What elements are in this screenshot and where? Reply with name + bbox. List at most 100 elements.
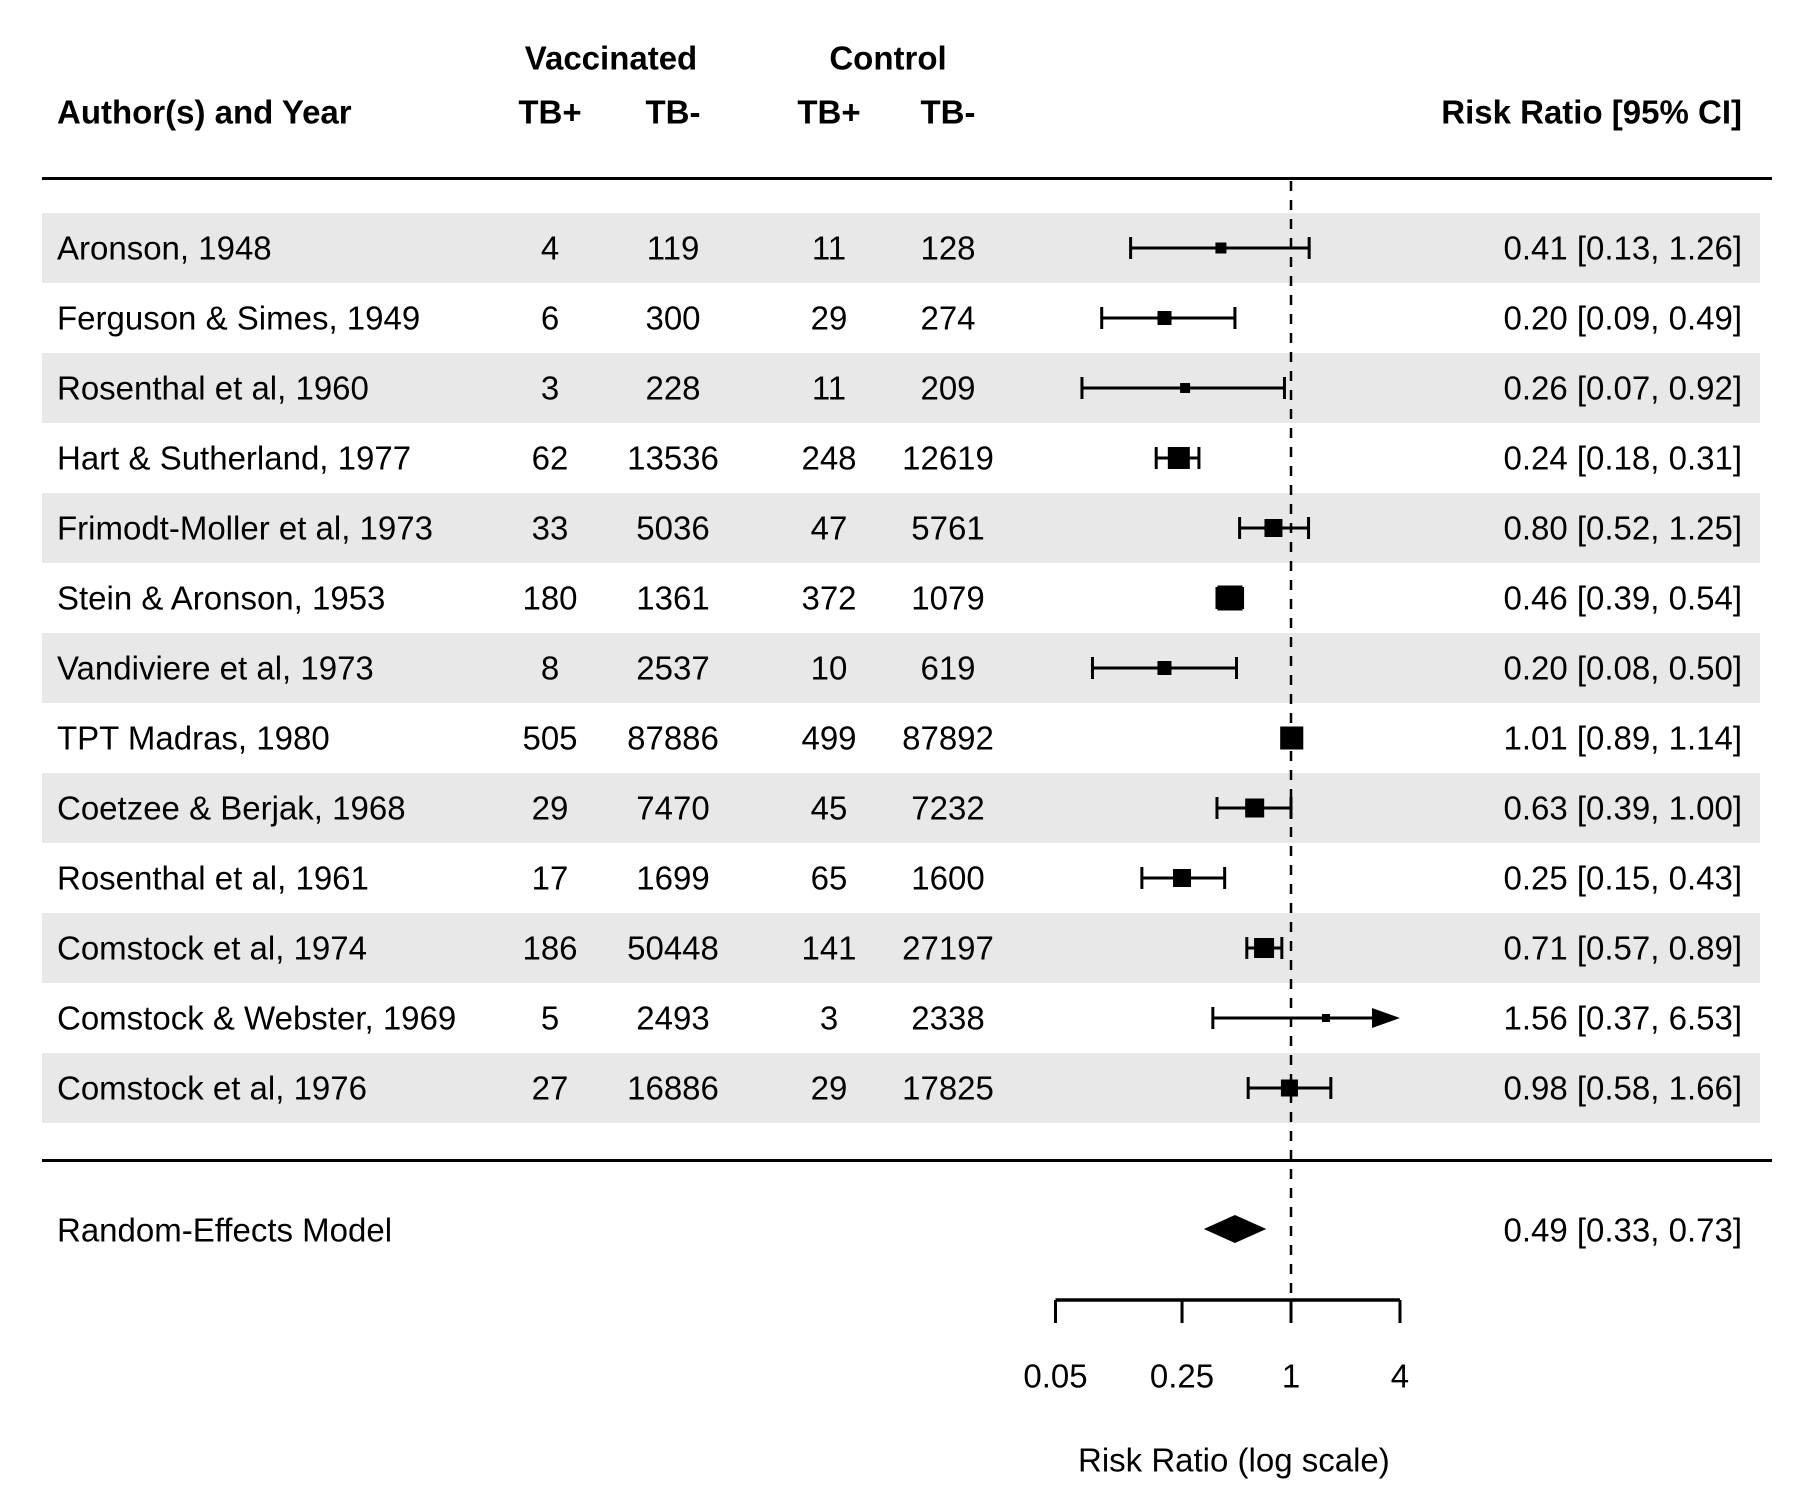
study-author-label: Stein & Aronson, 1953 [57, 579, 386, 617]
study-ci-label: 0.46 [0.39, 0.54] [1503, 579, 1742, 617]
summary-ci-label: 0.49 [0.33, 0.73] [1503, 1211, 1742, 1249]
study-count-cell: 186 [522, 929, 578, 967]
row-band [42, 493, 1760, 563]
study-author-label: Comstock et al, 1976 [57, 1069, 367, 1107]
study-count-cell: 16886 [627, 1069, 719, 1107]
risk-ratio-column-header: Risk Ratio [95% CI] [1441, 93, 1742, 131]
study-count-cell: 3 [819, 999, 839, 1037]
study-ci-label: 0.24 [0.18, 0.31] [1503, 439, 1742, 477]
study-count-cell: 209 [920, 369, 976, 407]
study-count-cell: 45 [810, 789, 848, 827]
row-band [42, 633, 1760, 703]
summary-diamond [1203, 1215, 1267, 1243]
study-count-cell: 27197 [902, 929, 994, 967]
study-count-cell: 12619 [902, 439, 994, 477]
study-count-cell: 10 [810, 649, 848, 687]
study-count-cell: 2493 [636, 999, 710, 1037]
estimate-square [1180, 383, 1191, 393]
study-count-cell: 300 [645, 299, 701, 337]
study-ci-label: 0.63 [0.39, 1.00] [1503, 789, 1742, 827]
study-count-cell: 505 [522, 719, 578, 757]
control-tb-positive-header: TB+ [797, 93, 861, 131]
study-count-cell: 5761 [911, 509, 985, 547]
study-count-cell: 1699 [636, 859, 710, 897]
study-author-label: Aronson, 1948 [57, 229, 272, 267]
study-count-cell: 7232 [911, 789, 985, 827]
estimate-square [1157, 661, 1172, 675]
estimate-square [1280, 1079, 1298, 1097]
header-rule [42, 177, 1772, 180]
study-count-cell: 13536 [627, 439, 719, 477]
study-ci-label: 1.56 [0.37, 6.53] [1503, 999, 1742, 1037]
study-author-label: TPT Madras, 1980 [57, 719, 330, 757]
study-count-cell: 33 [531, 509, 569, 547]
study-author-label: Rosenthal et al, 1961 [57, 859, 369, 897]
estimate-square [1254, 938, 1275, 958]
estimate-square [1167, 447, 1190, 469]
study-author-label: Comstock & Webster, 1969 [57, 999, 457, 1037]
row-band [42, 913, 1760, 983]
x-axis-title: Risk Ratio (log scale) [1078, 1441, 1390, 1479]
study-count-cell: 499 [801, 719, 857, 757]
study-count-cell: 17825 [902, 1069, 994, 1107]
study-count-cell: 141 [801, 929, 857, 967]
estimate-square [1157, 311, 1172, 325]
study-count-cell: 62 [531, 439, 569, 477]
author-column-header: Author(s) and Year [57, 93, 352, 131]
x-axis-tick-label: 4 [1390, 1357, 1410, 1395]
study-author-label: Ferguson & Simes, 1949 [57, 299, 421, 337]
study-count-cell: 619 [920, 649, 976, 687]
study-ci-label: 0.20 [0.08, 0.50] [1503, 649, 1742, 687]
study-count-cell: 228 [645, 369, 701, 407]
study-author-label: Coetzee & Berjak, 1968 [57, 789, 406, 827]
study-count-cell: 29 [810, 299, 848, 337]
row-band [42, 1053, 1760, 1123]
estimate-square [1217, 585, 1243, 611]
study-ci-label: 0.80 [0.52, 1.25] [1503, 509, 1742, 547]
study-count-cell: 5 [540, 999, 560, 1037]
study-count-cell: 65 [810, 859, 848, 897]
estimate-square [1264, 519, 1283, 537]
study-author-label: Comstock et al, 1974 [57, 929, 367, 967]
study-count-cell: 50448 [627, 929, 719, 967]
study-count-cell: 1079 [911, 579, 985, 617]
study-ci-label: 0.20 [0.09, 0.49] [1503, 299, 1742, 337]
study-count-cell: 3 [540, 369, 560, 407]
row-band [42, 213, 1760, 283]
study-count-cell: 128 [920, 229, 976, 267]
study-ci-label: 0.71 [0.57, 0.89] [1503, 929, 1742, 967]
study-count-cell: 2537 [636, 649, 710, 687]
study-author-label: Rosenthal et al, 1960 [57, 369, 369, 407]
x-axis-tick-label: 1 [1281, 1357, 1301, 1395]
study-count-cell: 372 [801, 579, 857, 617]
study-count-cell: 2338 [911, 999, 985, 1037]
study-author-label: Vandiviere et al, 1973 [57, 649, 374, 687]
estimate-square [1280, 726, 1304, 750]
study-count-cell: 274 [920, 299, 976, 337]
study-author-label: Frimodt-Moller et al, 1973 [57, 509, 433, 547]
study-count-cell: 29 [531, 789, 569, 827]
vaccinated-tb-negative-header: TB- [645, 93, 701, 131]
study-ci-label: 0.98 [0.58, 1.66] [1503, 1069, 1742, 1107]
study-count-cell: 11 [811, 369, 847, 407]
estimate-square [1321, 1014, 1330, 1022]
study-count-cell: 7470 [636, 789, 710, 827]
study-count-cell: 17 [531, 859, 569, 897]
x-axis-tick-label: 0.05 [1023, 1357, 1088, 1395]
study-count-cell: 248 [801, 439, 857, 477]
study-count-cell: 87892 [902, 719, 994, 757]
study-count-cell: 29 [810, 1069, 848, 1107]
group-header-vaccinated: Vaccinated [524, 39, 698, 77]
ci-arrow-icon [1371, 1008, 1400, 1028]
study-ci-label: 1.01 [0.89, 1.14] [1503, 719, 1742, 757]
study-count-cell: 1361 [636, 579, 710, 617]
study-count-cell: 87886 [627, 719, 719, 757]
group-header-control: Control [829, 39, 947, 77]
estimate-square [1173, 869, 1192, 887]
vaccinated-tb-positive-header: TB+ [518, 93, 582, 131]
estimate-square [1215, 242, 1227, 254]
study-count-cell: 4 [540, 229, 560, 267]
